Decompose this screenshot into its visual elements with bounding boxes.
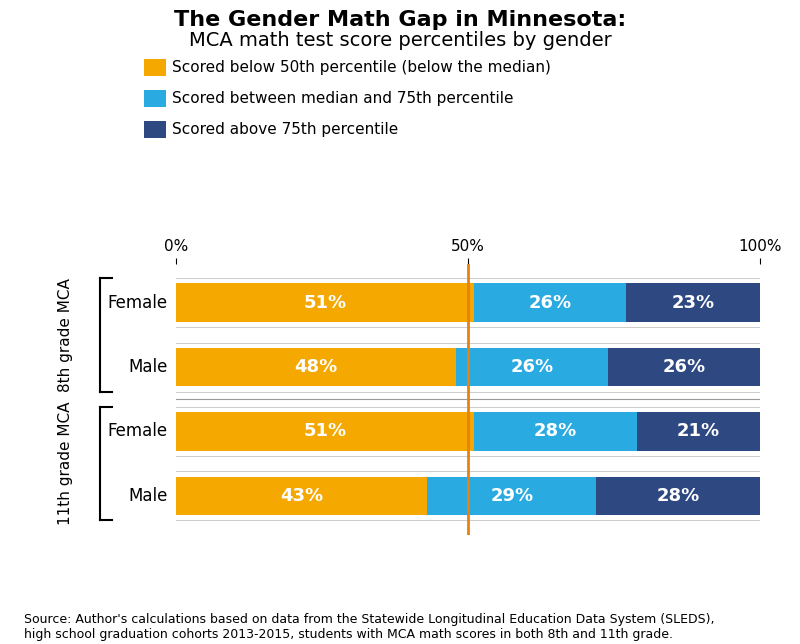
Text: 43%: 43%: [280, 487, 323, 505]
Text: 51%: 51%: [303, 422, 346, 440]
Text: Source: Author's calculations based on data from the Statewide Longitudinal Educ: Source: Author's calculations based on d…: [24, 613, 714, 641]
Bar: [474, 283, 626, 322]
Text: 23%: 23%: [671, 294, 714, 312]
Text: Scored above 75th percentile: Scored above 75th percentile: [172, 122, 398, 137]
Bar: [176, 348, 456, 386]
Text: Scored between median and 75th percentile: Scored between median and 75th percentil…: [172, 91, 514, 106]
Bar: [176, 283, 474, 322]
Text: 29%: 29%: [490, 487, 534, 505]
Bar: [427, 477, 597, 515]
Bar: [608, 348, 760, 386]
Text: MCA math test score percentiles by gender: MCA math test score percentiles by gende…: [189, 31, 611, 50]
Text: 8th grade MCA: 8th grade MCA: [58, 278, 73, 392]
Text: 26%: 26%: [662, 358, 706, 376]
Text: 51%: 51%: [303, 294, 346, 312]
Text: 48%: 48%: [294, 358, 338, 376]
Bar: [638, 412, 760, 451]
Text: 21%: 21%: [677, 422, 720, 440]
Bar: [626, 283, 760, 322]
Text: 28%: 28%: [657, 487, 700, 505]
Bar: [456, 348, 608, 386]
Bar: [176, 412, 474, 451]
Text: Scored below 50th percentile (below the median): Scored below 50th percentile (below the …: [172, 60, 551, 75]
Text: The Gender Math Gap in Minnesota:: The Gender Math Gap in Minnesota:: [174, 10, 626, 30]
Bar: [474, 412, 638, 451]
Text: 26%: 26%: [528, 294, 571, 312]
Text: 26%: 26%: [510, 358, 554, 376]
Text: 28%: 28%: [534, 422, 578, 440]
Text: 11th grade MCA: 11th grade MCA: [58, 402, 73, 526]
Bar: [597, 477, 760, 515]
Bar: [176, 477, 427, 515]
